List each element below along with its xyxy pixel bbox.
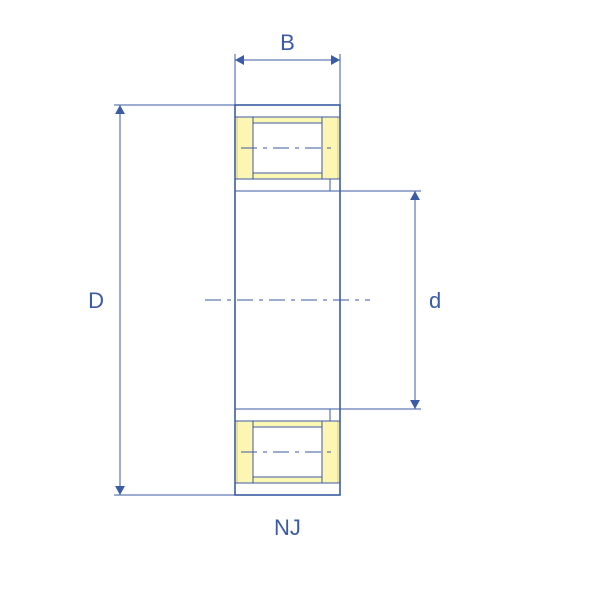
type-label: NJ bbox=[274, 515, 301, 540]
dim-label-d: d bbox=[429, 288, 441, 313]
dim-label-B: B bbox=[280, 30, 295, 55]
dim-label-D: D bbox=[88, 288, 104, 313]
bearing-cross-section-diagram: B Dd NJ bbox=[0, 0, 600, 600]
